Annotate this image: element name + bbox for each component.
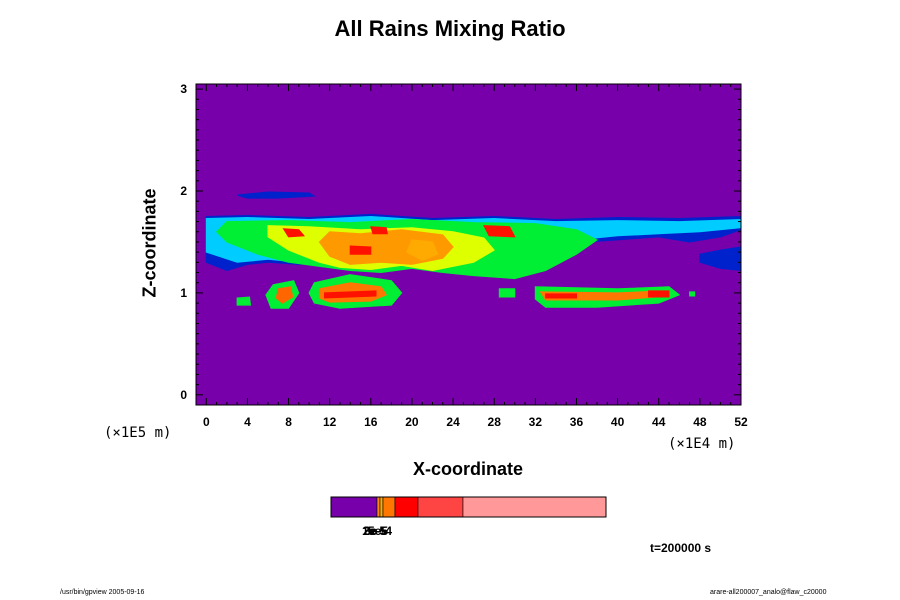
x-tick-label: 36 [570, 415, 584, 429]
contour-region-red-10 [483, 225, 516, 238]
x-tick-label: 4 [244, 415, 251, 429]
x-tick-label: 20 [405, 415, 419, 429]
colorbar-segment-5 [417, 496, 464, 518]
x-tick-label: 8 [285, 415, 292, 429]
colorbar-label: 3e-5 [364, 524, 388, 538]
contour-region-green-17 [236, 296, 252, 306]
colorbar-frame [330, 496, 607, 518]
contour-region-red-8 [282, 228, 306, 238]
x-axis-unit: (×1E4 m) [668, 436, 736, 452]
contour-region-red-16 [324, 290, 377, 299]
colorbar-segment-1 [376, 496, 381, 518]
footer-left: /usr/bin/gpview 2005-09-16 [60, 589, 145, 596]
plot-area [196, 84, 742, 405]
x-tick-label: 24 [446, 415, 460, 429]
y-tick-label: 1 [180, 286, 187, 300]
y-axis-label: Z-coordinate [139, 188, 160, 298]
x-tick-label: 0 [203, 415, 210, 429]
colorbar-segment-4 [394, 496, 419, 518]
colorbar-segment-3 [382, 496, 396, 518]
x-tick-label: 16 [364, 415, 378, 429]
colorbar-label: 1e-5 [362, 524, 386, 538]
contour-region-green-23 [689, 291, 696, 297]
colorbar: 1e-52e-53e-55e-4 [330, 496, 607, 538]
colorbar-segment-6 [462, 496, 607, 518]
colorbar-label: 2e-5 [363, 524, 387, 538]
contour-region-green-18 [498, 288, 516, 298]
colorbar-segment-0 [330, 496, 378, 518]
y-tick-label: 0 [180, 388, 187, 402]
x-tick-label: 44 [652, 415, 666, 429]
x-tick-label: 28 [488, 415, 502, 429]
contour-region-red-9 [370, 226, 388, 235]
x-tick-label: 12 [323, 415, 337, 429]
contour-region-orange-13 [275, 286, 294, 304]
y-tick-label: 3 [180, 82, 187, 96]
contour-region-gold-7 [406, 239, 439, 261]
colorbar-segment-2 [379, 496, 384, 518]
y-axis-unit: (×1E5 m) [104, 425, 172, 441]
x-tick-label: 52 [734, 415, 748, 429]
footer-right: arare-all200007_analo@flaw_c20000 [710, 589, 827, 596]
x-tick-label: 48 [693, 415, 707, 429]
x-axis-label: X-coordinate [412, 459, 523, 479]
x-tick-label: 32 [529, 415, 543, 429]
plot-frame [195, 83, 742, 406]
time-label: t=200000 s [650, 541, 712, 555]
chart-title: All Rains Mixing Ratio [334, 16, 566, 41]
x-tick-label: 40 [611, 415, 625, 429]
y-tick-label: 2 [180, 184, 187, 198]
contour-region-red-11 [349, 245, 372, 255]
contour-region-red-21 [545, 293, 577, 299]
contour-region-red-22 [648, 290, 670, 298]
contour-region-blue-1 [236, 191, 316, 199]
colorbar-label: 5e-4 [368, 524, 392, 538]
